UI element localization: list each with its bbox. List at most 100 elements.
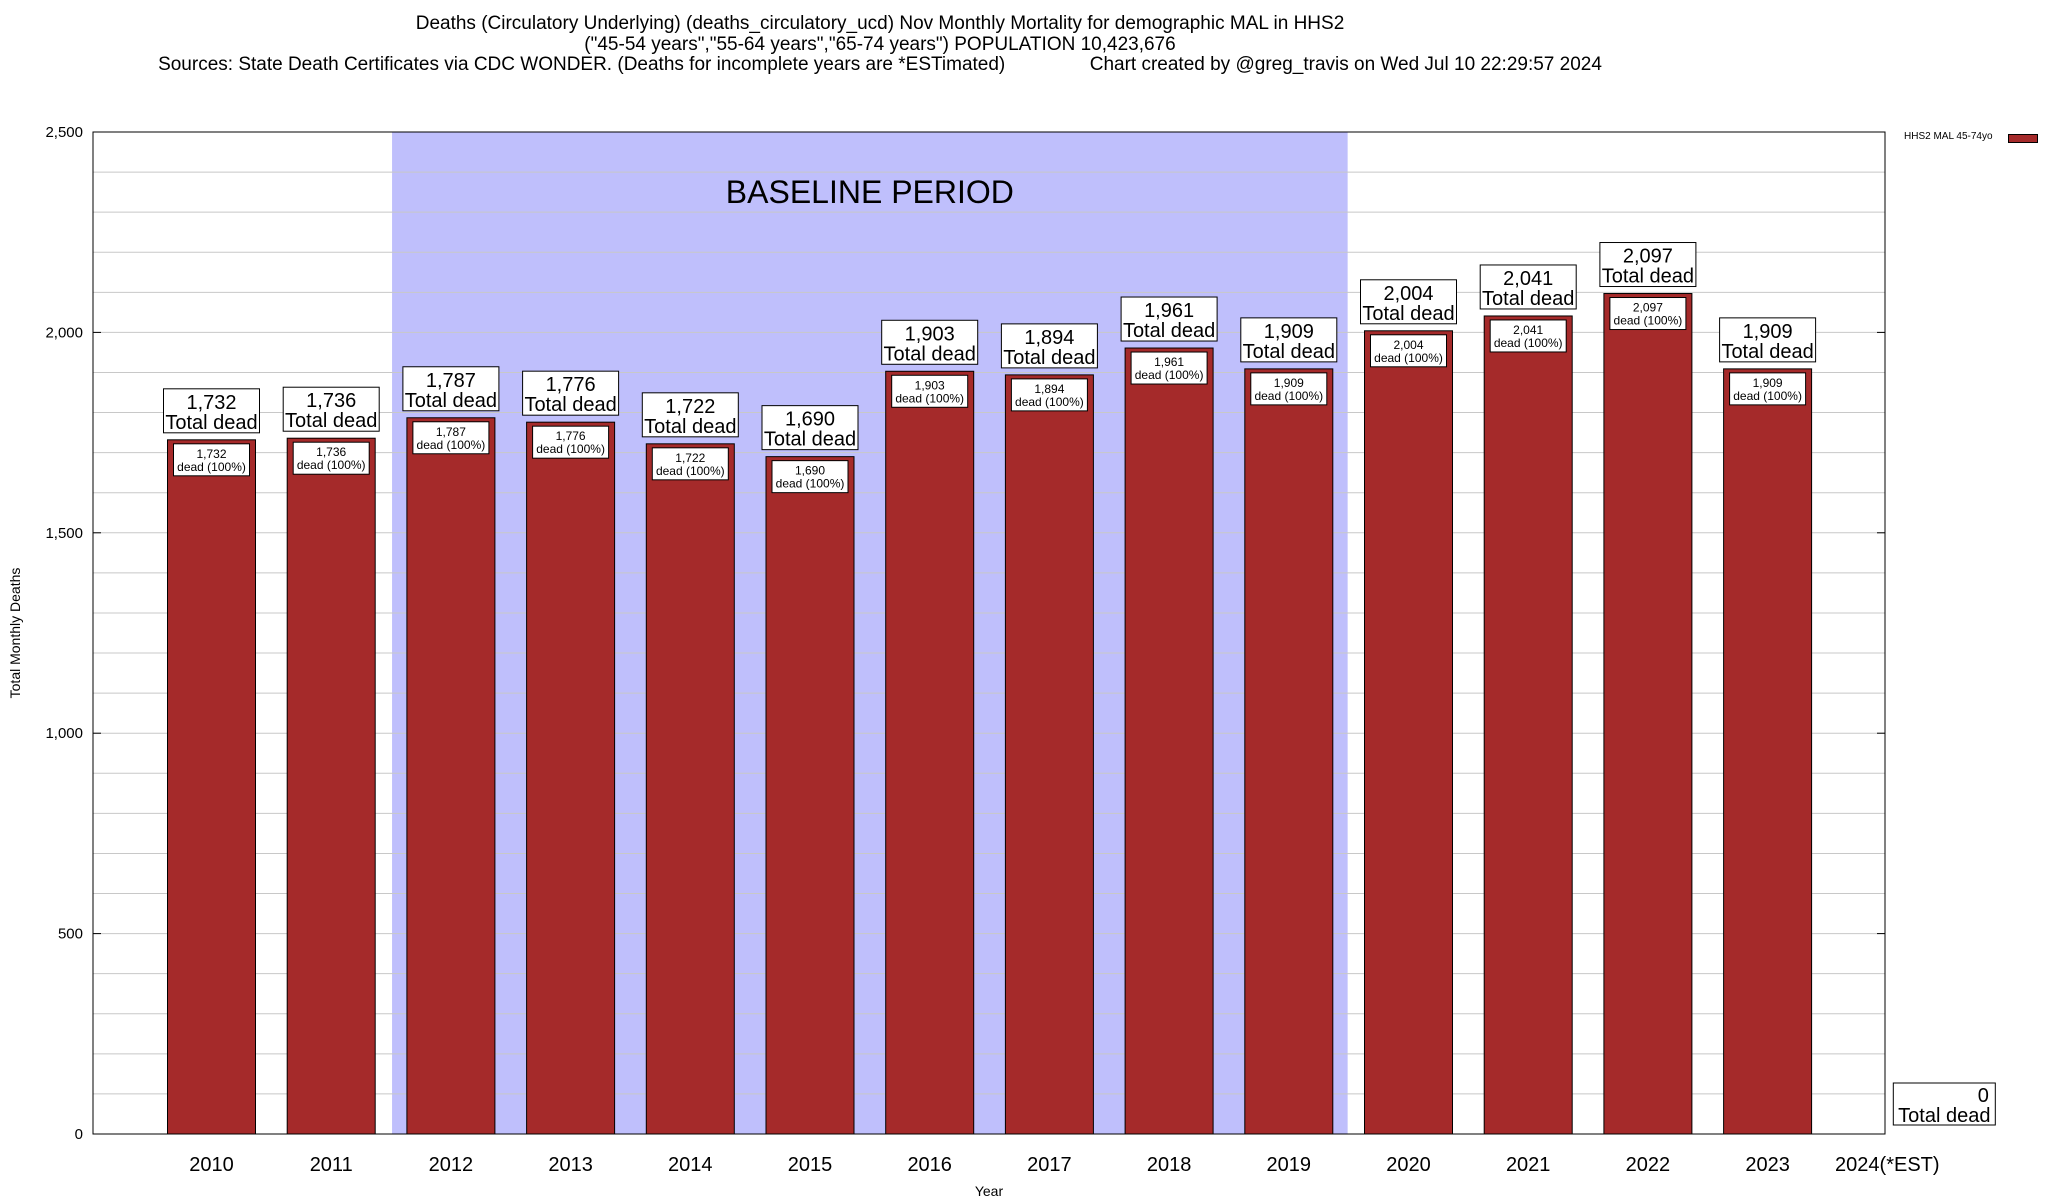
bar <box>167 439 256 1135</box>
bar <box>1483 315 1573 1135</box>
total-dead-label: Total dead <box>1602 266 1694 288</box>
bar <box>1244 368 1334 1135</box>
total-dead-label: Total dead <box>1898 1105 1990 1127</box>
inner-dead-label: dead (100%) <box>1494 336 1563 350</box>
total-dead-label: Total dead <box>1003 347 1095 369</box>
total-value-label: 1,903 <box>905 323 955 345</box>
bar <box>1603 293 1693 1135</box>
legend-label: HHS2 MAL 45-74yo <box>1904 131 1993 142</box>
y-tick-label: 2,000 <box>45 324 83 341</box>
inner-label-box <box>1370 334 1447 368</box>
inner-label-box <box>1250 372 1328 406</box>
total-label-box <box>761 405 859 451</box>
total-dead-label: Total dead <box>405 390 497 412</box>
inner-dead-label: dead (100%) <box>417 438 486 452</box>
total-dead-label: Total dead <box>524 394 616 416</box>
total-label-box <box>402 366 500 412</box>
bar <box>1723 368 1813 1135</box>
total-label-box <box>1240 317 1338 363</box>
x-axis-title: Year <box>975 1183 1004 1199</box>
x-tick-label: 2015 <box>788 1154 833 1176</box>
inner-dead-label: dead (100%) <box>536 442 605 456</box>
total-label-box <box>1599 242 1697 288</box>
inner-dead-label: dead (100%) <box>776 477 845 491</box>
total-dead-label: Total dead <box>1482 288 1574 310</box>
x-tick-label: 2014 <box>668 1154 713 1176</box>
inner-value-label: 1,776 <box>556 429 586 443</box>
legend-swatch <box>2008 134 2038 143</box>
inner-dead-label: dead (100%) <box>1614 314 1683 328</box>
inner-value-label: 1,894 <box>1034 382 1064 396</box>
x-tick-label: 2017 <box>1027 1154 1072 1176</box>
inner-dead-label: dead (100%) <box>656 464 725 478</box>
inner-label-box <box>1729 372 1807 406</box>
inner-value-label: 2,041 <box>1513 323 1543 337</box>
total-dead-label: Total dead <box>1721 341 1813 363</box>
inner-dead-label: dead (100%) <box>1374 351 1443 365</box>
x-tick-label: 2023 <box>1745 1154 1790 1176</box>
bar <box>406 417 496 1135</box>
x-tick-label: 2024(*EST) <box>1835 1154 1940 1176</box>
total-value-label: 1,690 <box>785 409 835 431</box>
inner-value-label: 2,097 <box>1633 301 1663 315</box>
bar <box>526 421 616 1135</box>
inner-dead-label: dead (100%) <box>1015 395 1084 409</box>
total-dead-label: Total dead <box>1362 303 1454 325</box>
total-label-box <box>641 392 739 438</box>
inner-label-box <box>771 460 849 494</box>
inner-label-box <box>292 441 370 475</box>
bar <box>1004 374 1094 1135</box>
total-value-label: 1,787 <box>426 370 476 392</box>
total-dead-label: Total dead <box>644 416 736 438</box>
y-tick-label: 1,500 <box>45 525 83 542</box>
total-label-box <box>1120 296 1218 342</box>
total-label-box <box>282 386 380 432</box>
bar <box>1364 330 1453 1135</box>
x-tick-label: 2019 <box>1267 1154 1312 1176</box>
inner-value-label: 2,004 <box>1393 338 1423 352</box>
x-tick-label: 2021 <box>1506 1154 1551 1176</box>
inner-label-box <box>1010 378 1088 412</box>
total-dead-label: Total dead <box>884 343 976 365</box>
inner-label-box <box>532 425 610 459</box>
inner-dead-label: dead (100%) <box>1254 389 1323 403</box>
inner-value-label: 1,903 <box>915 378 945 392</box>
x-tick-label: 2011 <box>310 1154 353 1176</box>
inner-dead-label: dead (100%) <box>177 460 246 474</box>
baseline-label: BASELINE PERIOD <box>726 174 1014 210</box>
total-value-label: 1,722 <box>665 396 715 418</box>
x-tick-label: 2018 <box>1147 1154 1192 1176</box>
inner-label-box <box>651 447 729 481</box>
total-value-label: 1,776 <box>546 374 596 396</box>
inner-dead-label: dead (100%) <box>1135 368 1204 382</box>
total-dead-label: Total dead <box>285 410 377 432</box>
total-label-box <box>1892 1082 1996 1126</box>
chart-title-line-2: ("45-54 years","55-64 years","65-74 year… <box>584 34 1176 55</box>
inner-value-label: 1,732 <box>196 447 226 461</box>
inner-value-label: 1,787 <box>436 425 466 439</box>
inner-value-label: 1,690 <box>795 464 825 478</box>
total-label-box <box>163 388 260 434</box>
inner-dead-label: dead (100%) <box>895 391 964 405</box>
total-value-label: 1,909 <box>1743 321 1793 343</box>
total-value-label: 2,041 <box>1503 268 1553 290</box>
y-tick-label: 2,500 <box>45 124 83 141</box>
bar <box>885 370 975 1135</box>
x-tick-label: 2016 <box>907 1154 952 1176</box>
inner-value-label: 1,736 <box>316 445 346 459</box>
x-tick-label: 2012 <box>429 1154 474 1176</box>
inner-value-label: 1,909 <box>1274 376 1304 390</box>
bar <box>645 443 735 1135</box>
total-value-label: 0 <box>1978 1085 1989 1107</box>
inner-value-label: 1,722 <box>675 451 705 465</box>
x-tick-label: 2013 <box>548 1154 593 1176</box>
plot-frame <box>92 131 1886 1135</box>
y-tick-label: 0 <box>75 1126 83 1143</box>
y-tick-label: 1,000 <box>45 725 83 742</box>
chart-title-line-3: Sources: State Death Certificates via CD… <box>158 54 1602 75</box>
bar <box>286 437 376 1135</box>
inner-label-box <box>891 374 969 408</box>
total-value-label: 1,736 <box>306 390 356 412</box>
chart-title-line-1: Deaths (Circulatory Underlying) (deaths_… <box>415 13 1345 34</box>
